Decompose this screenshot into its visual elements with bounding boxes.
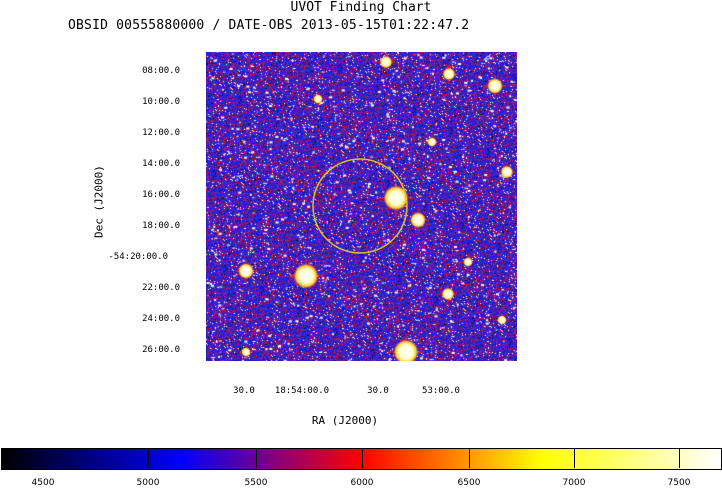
colorbar-tick-label: 7500 [667, 478, 691, 488]
dec-tick-label: 12:00.0 [142, 128, 180, 138]
colorbar-tick-label: 5500 [244, 478, 268, 488]
sky-image [206, 52, 517, 361]
chart-title: UVOT Finding Chart [290, 0, 432, 15]
colorbar-notch [574, 448, 575, 468]
colorbar-notch [148, 448, 149, 468]
dec-tick-label: 16:00.0 [142, 190, 180, 200]
ra-tick-label: 53:00.0 [422, 386, 460, 396]
y-axis-label: Dec (J2000) [92, 165, 106, 238]
colorbar-notch [256, 448, 257, 468]
x-axis-label: RA (J2000) [311, 414, 379, 427]
colorbar-notch [469, 448, 470, 468]
dec-tick-label: 08:00.0 [142, 66, 180, 76]
dec-tick-label: -54:20:00.0 [108, 252, 168, 262]
dec-tick-label: 14:00.0 [142, 159, 180, 169]
sky-image-canvas [206, 52, 517, 361]
dec-tick-label: 18:00.0 [142, 221, 180, 231]
colorbar-tick-label: 6500 [457, 478, 481, 488]
colorbar-notch [43, 448, 44, 468]
dec-tick-label: 26:00.0 [142, 345, 180, 355]
chart-subtitle: OBSID 00555880000 / DATE-OBS 2013-05-15T… [68, 18, 470, 33]
colorbar-tick-label: 7000 [562, 478, 586, 488]
image-overlay [312, 158, 408, 254]
colorbar-tick-label: 4500 [31, 478, 55, 488]
colorbar-tick-label: 5000 [136, 478, 160, 488]
dec-tick-label: 22:00.0 [142, 283, 180, 293]
dec-tick-label: 10:00.0 [142, 97, 180, 107]
colorbar-tick-label: 6000 [350, 478, 374, 488]
target-circle [312, 158, 408, 254]
colorbar-notch [362, 448, 363, 468]
colorbar-notch [679, 448, 680, 468]
ra-tick-label: 30.0 [367, 386, 389, 396]
ra-tick-label: 18:54:00.0 [274, 386, 330, 396]
dec-tick-label: 24:00.0 [142, 314, 180, 324]
ra-tick-label: 30.0 [233, 386, 255, 396]
